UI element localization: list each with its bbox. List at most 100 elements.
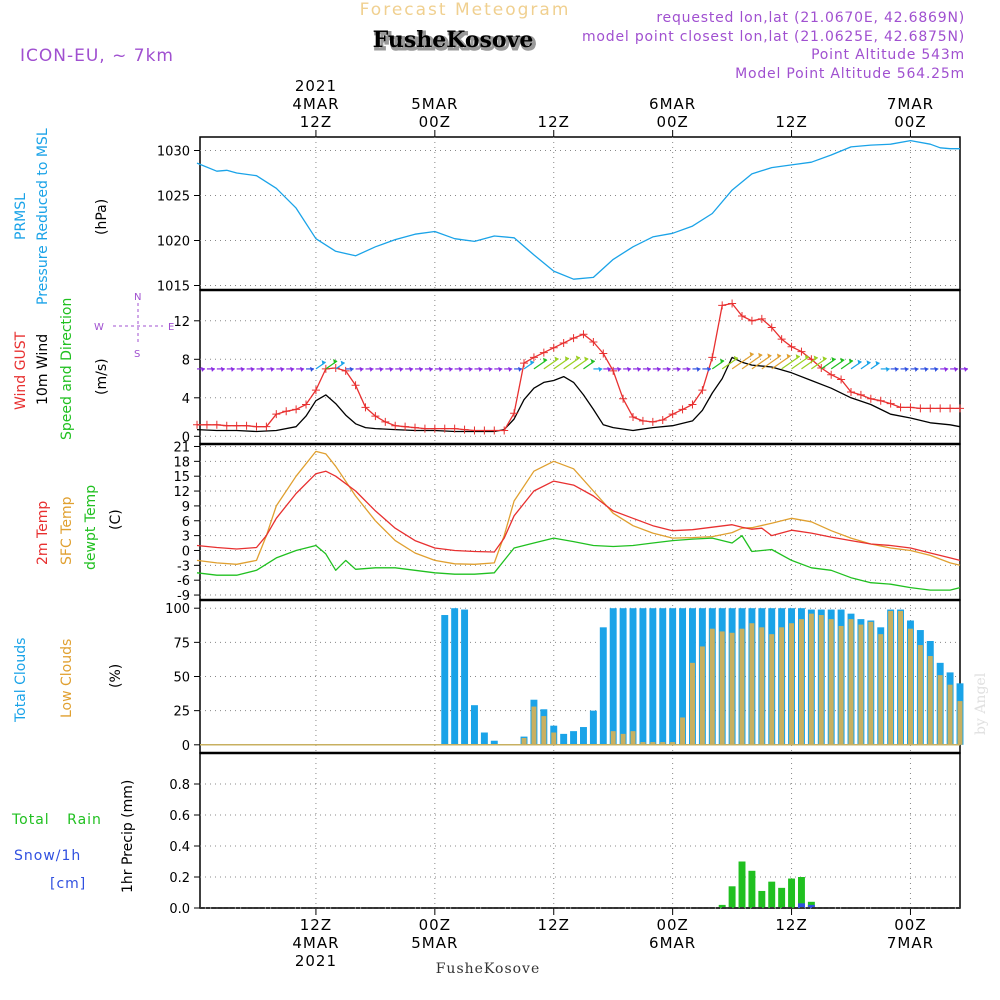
gust-marker (747, 316, 756, 325)
precip-ytick-label: 0.6 (169, 809, 190, 824)
bottom-time-label: 12Z (538, 916, 570, 934)
wind-arrow-head (201, 366, 206, 372)
gust-marker (946, 404, 955, 413)
gust-marker (361, 403, 370, 412)
gust-marker (202, 420, 211, 429)
gust-marker (381, 417, 390, 426)
wind-arrow-head (529, 359, 534, 365)
bottom-time-label: 2021 (295, 952, 337, 970)
low-cloud-bar (630, 731, 636, 745)
gust-marker (777, 335, 786, 344)
gust-marker (193, 420, 202, 429)
wind-arrow-head (831, 357, 836, 363)
wind-gust-line (197, 302, 960, 432)
bottom-time-label: 00Z (894, 916, 926, 934)
clouds-ytick-label: 25 (173, 705, 190, 720)
clouds-unit: (%) (108, 664, 124, 688)
pressure-ytick-label: 1015 (157, 280, 190, 295)
wind-arrow-head (857, 359, 862, 365)
gust-marker (262, 422, 271, 431)
wind-arrow-head (498, 366, 503, 372)
low-cloud-bar (818, 615, 824, 745)
wind-ytick-label: 4 (182, 392, 190, 407)
low-cloud-bar (660, 742, 666, 745)
wind-arrow-head (944, 366, 949, 372)
top-time-label: 12Z (300, 113, 332, 131)
gust-marker (480, 426, 489, 435)
gust-marker (520, 359, 529, 368)
precip-ytick-label: 0.0 (169, 902, 190, 917)
rain-bar (748, 870, 756, 908)
gust-marker (420, 424, 429, 433)
wind-arrow-head (399, 366, 404, 372)
gust-marker (222, 421, 231, 430)
low-cloud-bar (531, 706, 537, 745)
gust-marker (718, 301, 727, 310)
low-cloud-bar (699, 646, 705, 745)
precip-ytick-label: 0.2 (169, 871, 190, 886)
clouds-ytick-label: 75 (173, 636, 190, 651)
gust-marker (856, 390, 865, 399)
wind-arrow-head (240, 366, 245, 372)
low-cloud-bar (719, 631, 725, 745)
gust-marker (837, 375, 846, 384)
sfc-temp-line (196, 450, 961, 566)
wind-arrow-head (250, 366, 255, 372)
rain-bar (728, 886, 736, 908)
total-cloud-bar (629, 608, 637, 745)
wind-arrow-head (795, 354, 800, 360)
chart-title: Forecast Meteogram (360, 0, 571, 20)
wind-arrow-head (448, 366, 453, 372)
gust-marker (688, 400, 697, 409)
wind-arrow-head (590, 359, 595, 365)
total-cloud-bar (679, 608, 687, 745)
wind-direction-arrow (751, 354, 772, 370)
gust-marker (619, 394, 628, 403)
wind-arrow-head (813, 355, 818, 361)
low-cloud-bar (620, 733, 626, 745)
precip-ytick-label: 0.4 (169, 840, 190, 855)
gust-marker (549, 343, 558, 352)
gust-marker (668, 410, 677, 419)
top-time-label: 5MAR (411, 95, 458, 113)
gust-marker (529, 353, 538, 362)
total-cloud-bar (570, 731, 578, 745)
wind-arrow-head (848, 358, 853, 364)
wind-arrow-head (340, 360, 345, 366)
gust-marker (767, 323, 776, 332)
wind-arrow-head (749, 351, 754, 357)
low-cloud-bar (779, 627, 785, 745)
low-cloud-bar (739, 628, 745, 745)
wind-arrow-head (804, 354, 809, 360)
gust-marker (698, 386, 707, 395)
temp-ytick-label: 21 (173, 440, 190, 455)
wind-arrow-head (707, 366, 712, 372)
wind-arrow-head (954, 366, 959, 372)
total-cloud-bar (639, 608, 647, 745)
wind-arrow-head (458, 366, 463, 372)
gust-marker (450, 424, 459, 433)
temp-ytick-label: 3 (182, 530, 190, 545)
wind-arrow-head (389, 366, 394, 372)
compass-rose: N S W E (94, 292, 174, 360)
gust-marker (638, 416, 647, 425)
low-cloud-bar (551, 732, 557, 745)
total-cloud-bar (560, 733, 568, 745)
low-cloud-bar (898, 610, 904, 745)
precip-label-snow: Snow/1h (14, 848, 81, 864)
wind-arrow-head (230, 366, 235, 372)
gust-marker (539, 348, 548, 357)
gust-marker (599, 349, 608, 358)
gust-marker (728, 299, 737, 308)
pressure-ytick-label: 1030 (157, 145, 190, 160)
low-cloud-bar (878, 634, 884, 745)
wind-direction-arrow (761, 355, 782, 370)
total-cloud-bar (441, 615, 449, 745)
temp-ytick-label: 6 (182, 515, 190, 530)
wind-arrow-head (564, 356, 569, 362)
rain-bar (758, 890, 766, 908)
top-time-label: 12Z (775, 113, 807, 131)
low-cloud-bar (927, 656, 933, 745)
temp-ytick-label: 15 (173, 470, 190, 485)
temp-frame (199, 443, 961, 601)
